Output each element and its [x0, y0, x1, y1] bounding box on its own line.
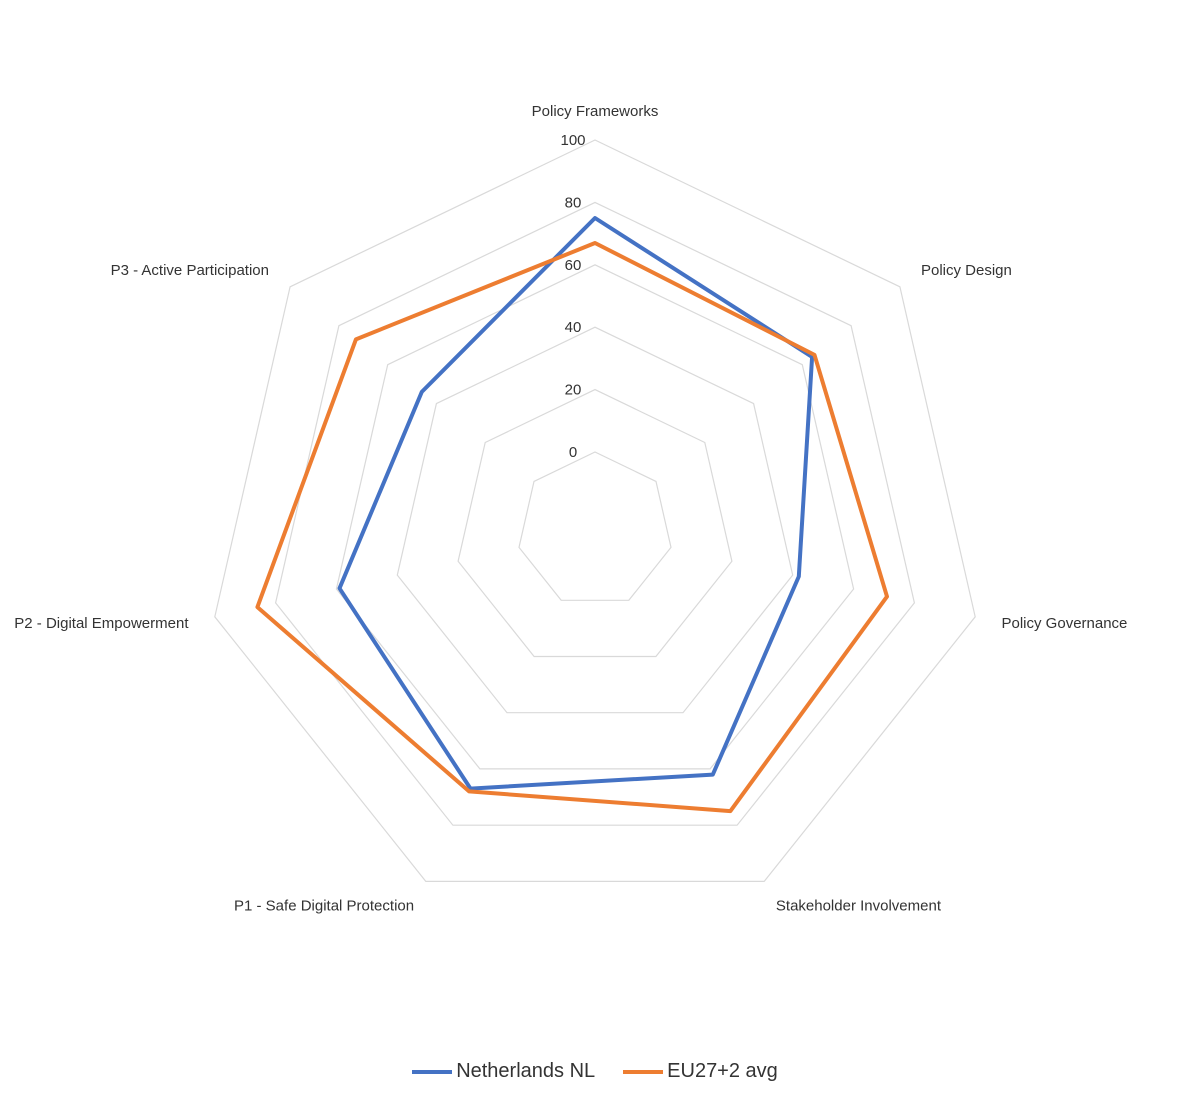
series-line-2 — [255, 241, 889, 814]
legend-swatch-series-1 — [412, 1069, 453, 1074]
tick-label: 60 — [565, 257, 582, 274]
series-line-1 — [337, 216, 815, 791]
tick-label: 0 — [569, 444, 577, 461]
grid-ring-100 — [214, 139, 976, 883]
grid-ring-60 — [335, 264, 855, 770]
axis-label: Stakeholder Involvement — [776, 898, 942, 915]
axis-labels: Policy Frameworks Policy Design Policy Gov… — [14, 103, 1127, 915]
axis-label: P2 - Digital Empowerment — [14, 615, 189, 632]
legend-item-series-2: EU27+2 avg — [623, 1060, 778, 1083]
legend-swatch-series-2 — [623, 1069, 664, 1074]
tick-label: 20 — [565, 382, 582, 399]
axis-label: Policy Governance — [1002, 615, 1128, 632]
axis-label: P1 - Safe Digital Protection — [234, 898, 414, 915]
tick-labels: 0 20 40 60 80 100 — [560, 132, 585, 461]
legend-item-series-1: Netherlands NL — [412, 1060, 595, 1083]
tick-label: 100 — [560, 132, 585, 149]
axis-label: P3 - Active Participation — [111, 262, 269, 279]
legend-label-series-1: Netherlands NL — [456, 1060, 596, 1082]
legend: Netherlands NL EU27+2 avg — [0, 1060, 1190, 1083]
tick-label: 80 — [565, 194, 582, 211]
grid-ring-80 — [274, 201, 916, 826]
legend-label-series-2: EU27+2 avg — [667, 1060, 778, 1082]
grid-ring-20 — [457, 388, 733, 658]
series-layer — [255, 216, 889, 814]
axis-label: Policy Design — [921, 262, 1012, 279]
grid-ring-40 — [396, 326, 794, 714]
axis-label: Policy Frameworks — [532, 103, 659, 120]
tick-label: 40 — [565, 319, 582, 336]
grid-ring-0 — [518, 451, 672, 601]
